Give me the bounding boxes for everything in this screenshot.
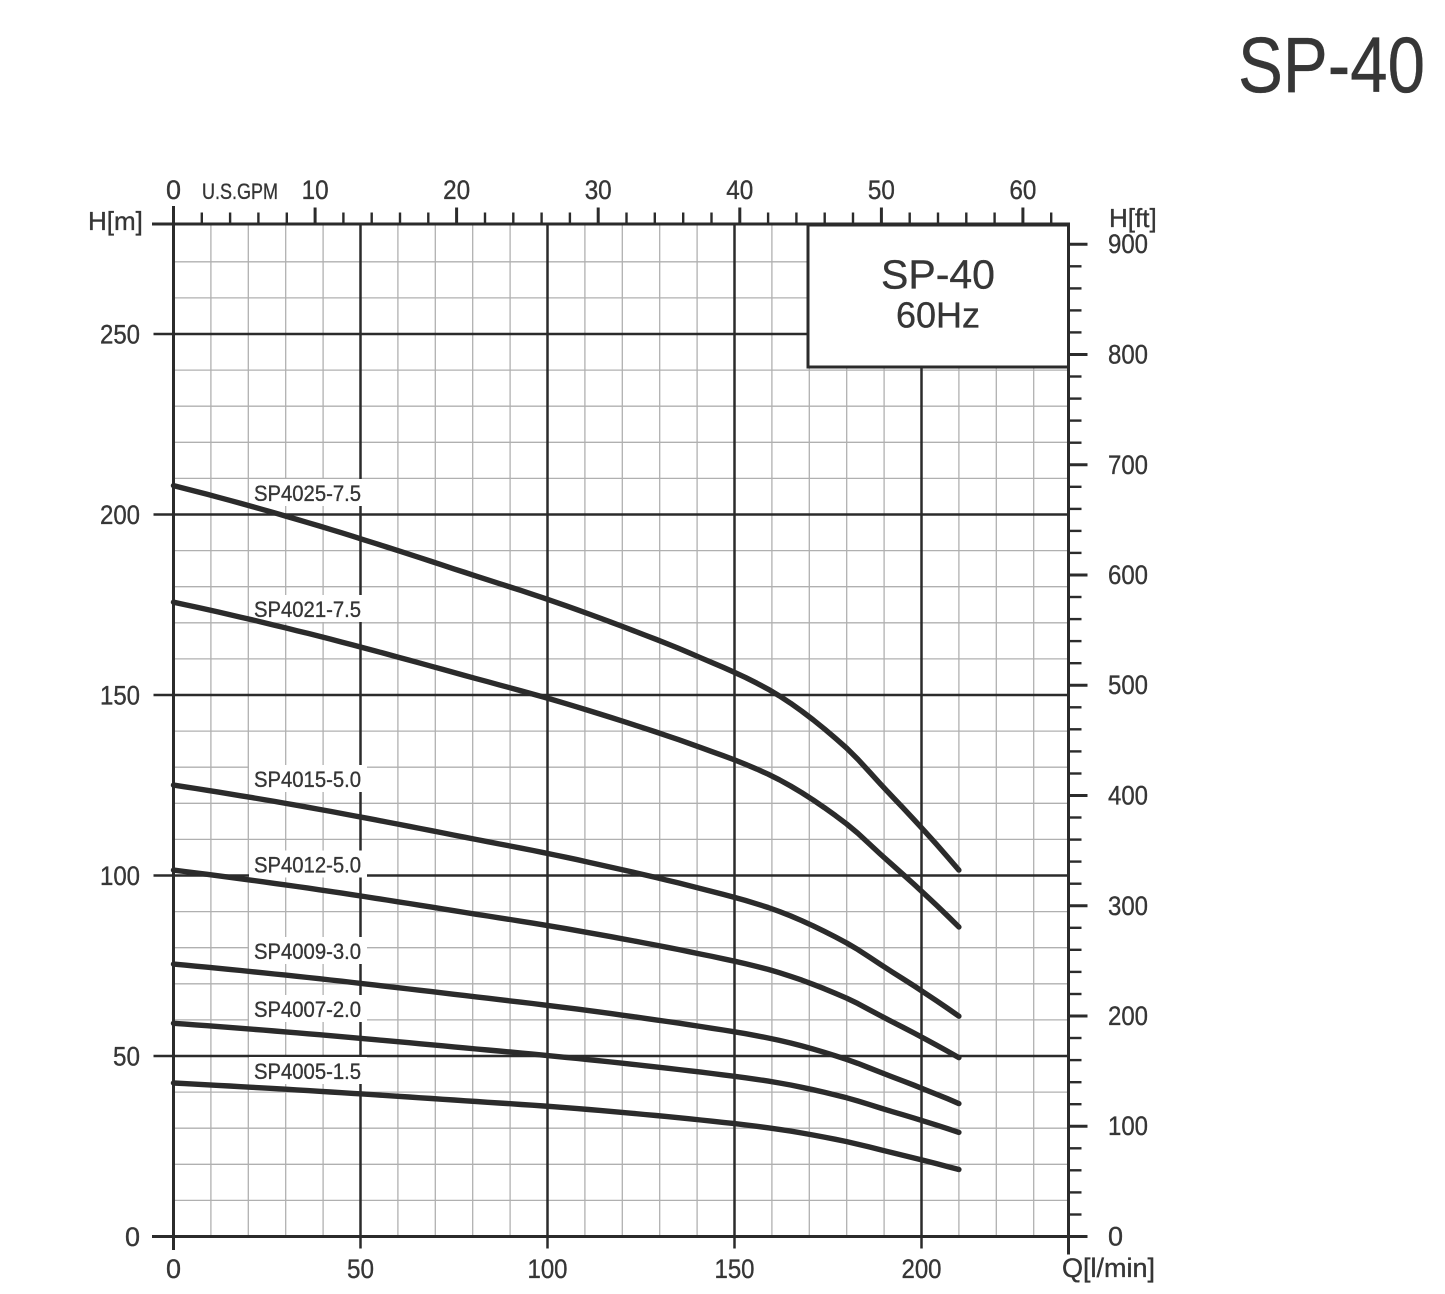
svg-text:40: 40 <box>726 175 753 205</box>
svg-text:150: 150 <box>715 1254 755 1284</box>
svg-text:50: 50 <box>113 1042 140 1072</box>
svg-text:SP4005-1.5: SP4005-1.5 <box>254 1059 361 1084</box>
svg-text:0: 0 <box>166 1254 181 1284</box>
svg-text:0: 0 <box>166 175 181 205</box>
svg-text:60: 60 <box>1009 175 1036 205</box>
svg-text:SP4025-7.5: SP4025-7.5 <box>254 481 361 506</box>
svg-text:100: 100 <box>528 1254 568 1284</box>
svg-text:800: 800 <box>1108 340 1148 370</box>
svg-text:150: 150 <box>100 681 140 711</box>
svg-text:SP-40: SP-40 <box>1238 20 1425 109</box>
svg-text:100: 100 <box>100 861 140 891</box>
svg-text:300: 300 <box>1108 891 1148 921</box>
svg-text:U.S.GPM: U.S.GPM <box>202 179 278 204</box>
svg-text:SP4009-3.0: SP4009-3.0 <box>254 939 361 964</box>
svg-text:60Hz: 60Hz <box>896 295 980 336</box>
svg-text:50: 50 <box>868 175 895 205</box>
svg-text:30: 30 <box>585 175 612 205</box>
svg-text:500: 500 <box>1108 670 1148 700</box>
svg-text:200: 200 <box>1108 1001 1148 1031</box>
svg-text:400: 400 <box>1108 781 1148 811</box>
svg-text:SP4021-7.5: SP4021-7.5 <box>254 597 361 622</box>
svg-text:SP-40: SP-40 <box>881 252 995 298</box>
svg-text:SP4007-2.0: SP4007-2.0 <box>254 997 361 1022</box>
svg-text:H[ft]: H[ft] <box>1109 203 1157 233</box>
svg-text:Q[l/min]: Q[l/min] <box>1062 1253 1155 1283</box>
svg-text:H[m]: H[m] <box>88 206 143 236</box>
svg-text:200: 200 <box>902 1254 942 1284</box>
svg-text:SP4015-5.0: SP4015-5.0 <box>254 767 361 792</box>
svg-text:250: 250 <box>100 320 140 350</box>
svg-text:SP4012-5.0: SP4012-5.0 <box>254 853 361 878</box>
svg-text:20: 20 <box>443 175 470 205</box>
svg-text:200: 200 <box>100 500 140 530</box>
svg-text:600: 600 <box>1108 560 1148 590</box>
svg-text:0: 0 <box>1108 1222 1123 1252</box>
svg-text:50: 50 <box>347 1254 374 1284</box>
svg-text:100: 100 <box>1108 1111 1148 1141</box>
svg-text:0: 0 <box>125 1222 140 1252</box>
svg-text:900: 900 <box>1108 229 1148 259</box>
svg-text:700: 700 <box>1108 450 1148 480</box>
svg-text:10: 10 <box>302 175 329 205</box>
